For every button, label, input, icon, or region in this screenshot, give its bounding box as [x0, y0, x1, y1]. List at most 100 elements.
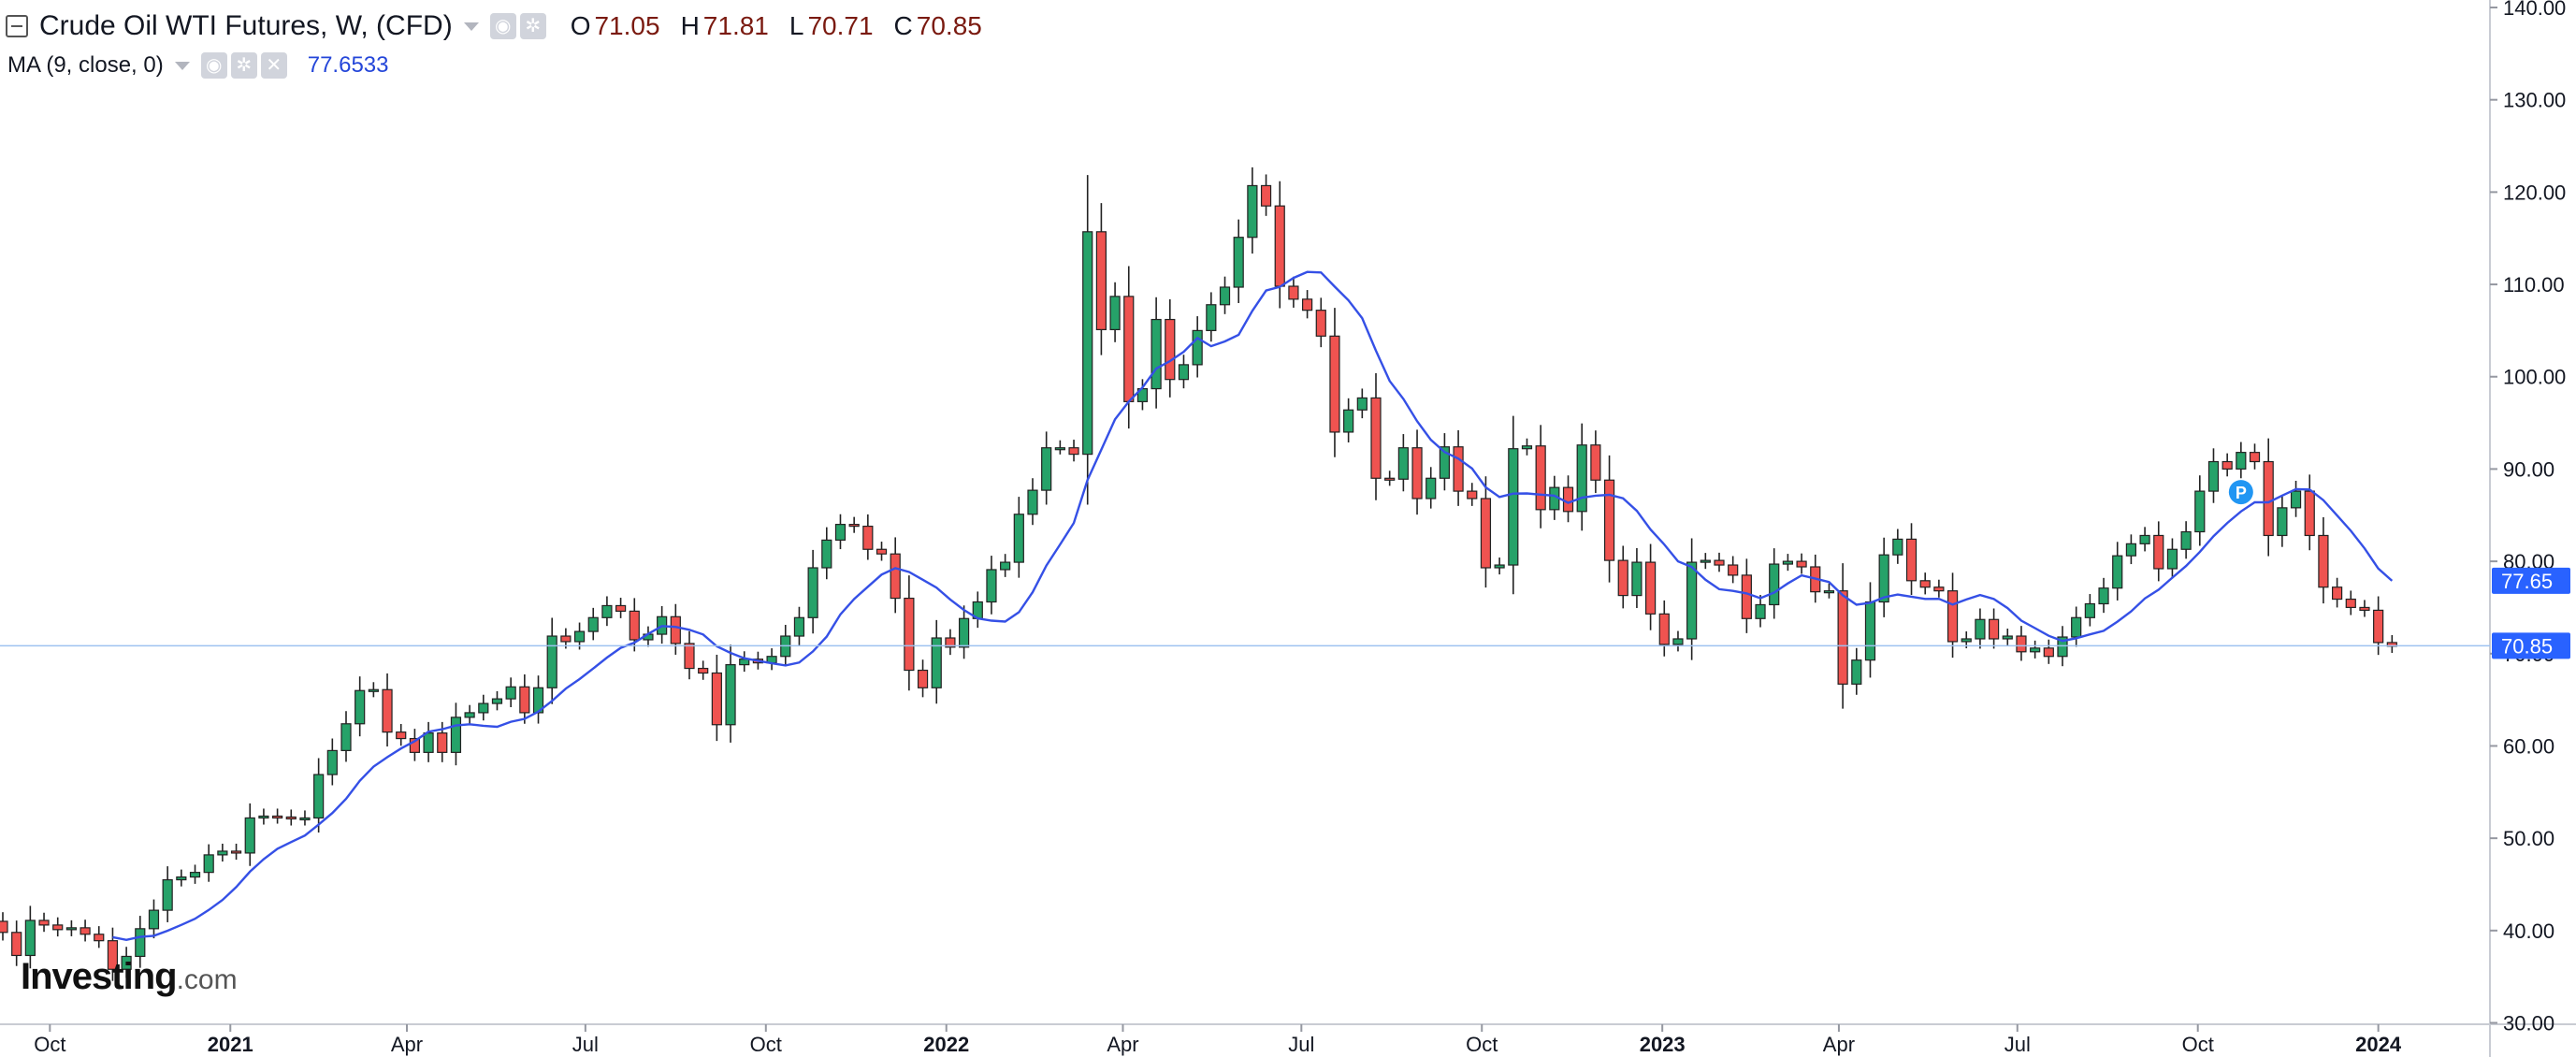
y-tick-label: 30.00 — [2503, 1012, 2554, 1035]
candle-body — [1878, 554, 1889, 603]
candle-body — [1453, 446, 1464, 492]
candle-body — [1178, 364, 1190, 381]
candle-body — [1658, 613, 1670, 645]
candle-body — [2304, 490, 2315, 537]
collapse-legend-icon[interactable] — [6, 15, 28, 37]
candle-body — [464, 712, 475, 718]
candle-body — [2125, 543, 2136, 557]
candle-up — [258, 808, 269, 825]
candle-body — [1975, 618, 1986, 640]
chart-legend: Crude Oil WTI Futures, W, (CFD) ◉ ✲ O 71.… — [0, 6, 982, 47]
candle-up — [1192, 316, 1203, 378]
candle-body — [491, 698, 503, 704]
candle-down — [2359, 600, 2370, 617]
candle-down — [1260, 174, 1272, 216]
candle-body — [1192, 329, 1203, 366]
candle-body — [1617, 559, 1628, 597]
candle-up — [355, 676, 366, 737]
candle-body — [1562, 486, 1574, 513]
candle-body — [121, 955, 132, 970]
candle-body — [1686, 561, 1698, 640]
eye-icon[interactable]: ◉ — [489, 13, 516, 39]
candle-body — [1206, 304, 1217, 331]
candle-down — [1535, 425, 1546, 528]
candle-body — [739, 659, 750, 666]
y-tick-label: 100.00 — [2503, 366, 2566, 389]
candle-body — [2153, 534, 2164, 570]
candle-body — [272, 815, 283, 819]
candle-down — [1068, 440, 1079, 462]
candle-up — [1013, 497, 1024, 578]
candle-up — [1631, 547, 1643, 609]
candle-up — [2071, 606, 2082, 647]
candle-up — [1576, 423, 1587, 531]
candle-up — [1343, 398, 1354, 442]
candle-up — [1700, 553, 1711, 570]
symbol-title[interactable]: Crude Oil WTI Futures, W, (CFD) — [39, 10, 453, 41]
candle-body — [1590, 444, 1601, 481]
candle-down — [285, 809, 297, 826]
candle-body — [2057, 636, 2068, 658]
candle-down — [38, 912, 50, 933]
candle-body — [203, 854, 214, 874]
gear-icon[interactable]: ✲ — [519, 13, 546, 39]
candle-up — [1864, 582, 1876, 678]
candle-down — [1453, 429, 1464, 506]
candle-body — [1356, 397, 1368, 411]
chevron-down-icon[interactable] — [174, 61, 190, 70]
ma-indicator-label[interactable]: MA (9, close, 0) — [7, 52, 164, 78]
candle-up — [821, 527, 832, 580]
candle-down — [1837, 563, 1848, 709]
candle-body — [2030, 647, 2041, 653]
candle-up — [2125, 534, 2136, 565]
candle-down — [2304, 474, 2315, 551]
candle-body — [1384, 477, 1396, 481]
gear-icon[interactable]: ✲ — [230, 52, 257, 79]
candle-body — [2043, 647, 2054, 658]
candle-body — [2112, 555, 2123, 589]
candle-body — [2332, 586, 2343, 601]
candle-up — [176, 869, 187, 887]
candle-body — [958, 617, 970, 648]
chevron-down-icon[interactable] — [463, 22, 479, 31]
candle-up — [931, 619, 942, 704]
candle-body — [834, 524, 847, 541]
candle-up — [807, 549, 818, 634]
candle-down — [1658, 600, 1670, 657]
candle-up — [162, 866, 173, 922]
candle-up — [244, 803, 255, 866]
candle-body — [1933, 586, 1945, 592]
open-key: O — [570, 11, 591, 40]
candle-down — [1315, 297, 1326, 348]
close-icon[interactable]: ✕ — [260, 52, 287, 79]
candle-body — [1082, 231, 1093, 456]
candle-down — [1274, 181, 1285, 309]
candle-down — [80, 919, 91, 942]
x-tick-label: Jul — [1288, 1033, 1314, 1056]
ma-line — [112, 270, 2394, 942]
candle-body — [2194, 490, 2206, 533]
candle-body — [2071, 616, 2082, 638]
candle-body — [1494, 564, 1505, 569]
candle-body — [1260, 184, 1272, 207]
candle-body — [1411, 447, 1423, 500]
y-tick-label: 110.00 — [2503, 273, 2565, 297]
candle-down — [1562, 475, 1574, 523]
eye-icon[interactable]: ◉ — [200, 52, 227, 79]
candle-up — [1686, 538, 1698, 660]
candle-up — [793, 606, 805, 646]
candle-up — [2098, 577, 2109, 614]
candle-body — [519, 686, 530, 714]
candle-up — [1397, 434, 1409, 492]
candle-up — [532, 675, 544, 724]
candle-down — [519, 673, 530, 724]
x-tick-label: Apr — [1107, 1033, 1138, 1056]
candle-down — [2332, 577, 2343, 608]
candle-up — [972, 591, 983, 629]
candle-down — [11, 920, 22, 966]
candle-down — [1288, 276, 1299, 308]
candle-body — [368, 688, 379, 692]
candle-body — [1603, 479, 1615, 561]
ma-value: 77.6533 — [307, 52, 389, 78]
